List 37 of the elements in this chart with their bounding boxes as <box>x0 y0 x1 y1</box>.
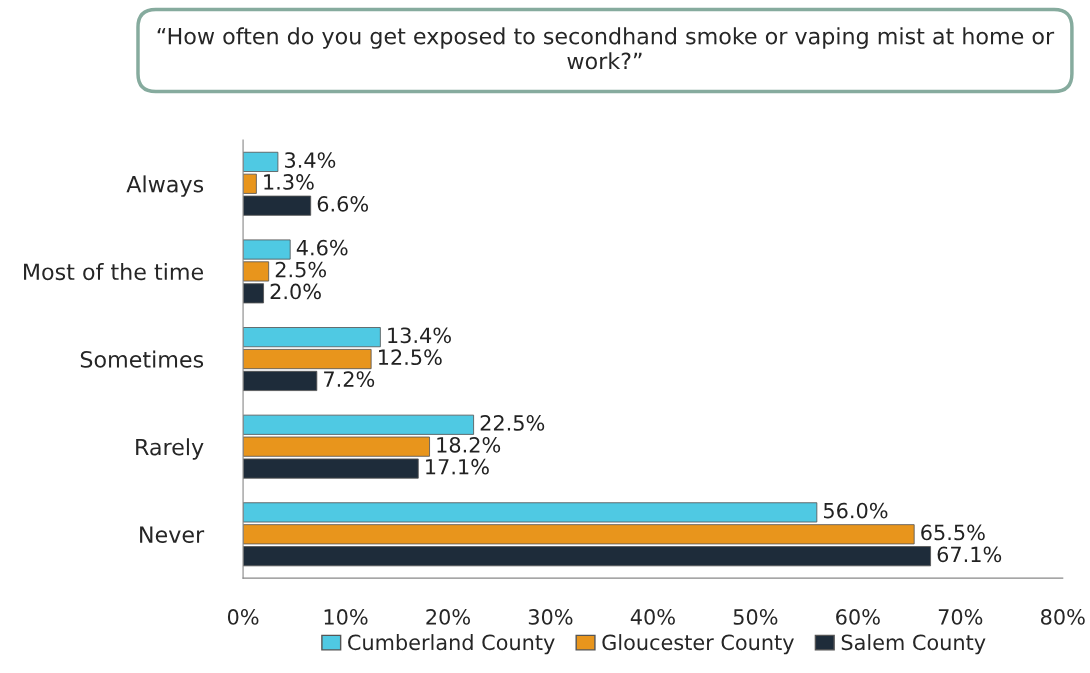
bar <box>243 151 279 172</box>
x-tick-label: 60% <box>836 609 880 625</box>
x-tick-label: 10% <box>324 609 368 625</box>
x-tick-label: 30% <box>528 609 573 625</box>
y-tick-label: Sometimes <box>80 350 204 368</box>
data-label: 65.5% <box>921 524 985 541</box>
data-label: 17.1% <box>426 458 489 475</box>
bar <box>243 327 381 348</box>
bar <box>243 370 318 392</box>
data-label: 1.3% <box>264 174 314 190</box>
x-tick-label: 80% <box>1041 609 1085 625</box>
data-label: 7.2% <box>324 371 375 387</box>
data-label: 2.0% <box>270 283 321 300</box>
bar <box>243 348 372 370</box>
legend-label: Salem County <box>841 634 986 655</box>
data-label: 4.6% <box>296 239 348 256</box>
chart-title: “How often do you get exposed to secondhand smoke or vaping mist at home or work?” <box>157 27 1055 70</box>
data-label: 22.5% <box>480 415 545 431</box>
data-label: 12.5% <box>378 349 442 366</box>
y-tick-label: Never <box>140 526 205 544</box>
data-label: 18.2% <box>437 436 501 453</box>
x-tick-label: 0% <box>227 609 259 625</box>
y-tick-label: Rarely <box>136 438 204 460</box>
x-tick-label: 20% <box>426 609 470 625</box>
data-label: 6.6% <box>317 195 369 212</box>
legend-label: Cumberland County <box>348 634 555 655</box>
data-label: 67.1% <box>937 546 1002 563</box>
data-label: 2.5% <box>275 261 327 278</box>
x-tick-label: 70% <box>938 609 983 625</box>
y-tick-label: Always <box>126 175 204 197</box>
data-label: 3.4% <box>285 152 336 168</box>
x-tick-label: 50% <box>733 609 778 625</box>
y-tick-label: Most of the time <box>24 262 203 281</box>
data-label: 56.0% <box>824 502 888 519</box>
legend-label: Gloucester County <box>602 634 794 655</box>
data-label: 13.4% <box>388 327 451 344</box>
x-tick-label: 40% <box>630 609 675 625</box>
